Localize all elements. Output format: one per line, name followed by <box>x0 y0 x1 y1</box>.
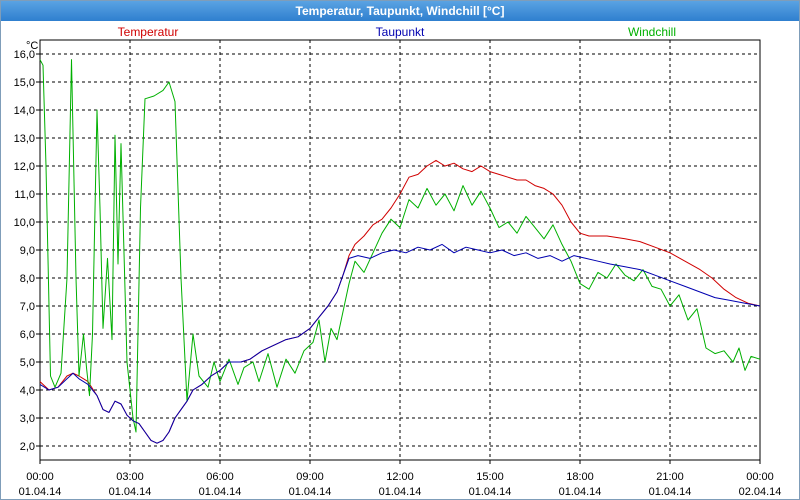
axis-ticks: 2,0 3,0 4,0 5,0 6,0 7,0 8,0 9,0 10,0 11,0 12,0 13,0… <box>14 49 782 498</box>
y-tick-label: 14,0 <box>14 105 35 117</box>
x-tick-date: 01.04.14 <box>649 486 692 498</box>
series-line-taupunkt <box>39 243 761 444</box>
y-tick-label: 11,0 <box>14 189 35 201</box>
y-tick-label: 5,0 <box>20 357 35 369</box>
x-tick-date: 01.04.14 <box>109 486 152 498</box>
x-tick-time: 03:00 <box>116 471 144 483</box>
y-tick-label: 6,0 <box>20 329 35 341</box>
x-tick-time: 12:00 <box>386 471 414 483</box>
x-tick-time: 09:00 <box>296 471 324 483</box>
y-tick-label: 13,0 <box>14 133 35 145</box>
x-tick-date: 01.04.14 <box>379 486 422 498</box>
y-axis-unit: °C <box>26 40 38 52</box>
grid <box>40 40 760 460</box>
legend-entry-temperatur: Temperatur <box>118 25 179 39</box>
legend-entry-windchill: Windchill <box>628 25 676 39</box>
y-tick-label: 16,0 <box>14 49 35 61</box>
y-tick-label: 3,0 <box>20 413 35 425</box>
legend-entry-taupunkt: Taupunkt <box>376 25 425 39</box>
x-tick-time: 15:00 <box>476 471 504 483</box>
x-tick-date: 01.04.14 <box>469 486 512 498</box>
y-tick-label: 9,0 <box>20 245 35 257</box>
y-tick-label: 15,0 <box>14 77 35 89</box>
x-tick-date: 01.04.14 <box>559 486 602 498</box>
x-tick-time: 21:00 <box>656 471 684 483</box>
series-lines <box>39 59 761 444</box>
y-tick-label: 2,0 <box>20 441 35 453</box>
y-tick-label: 4,0 <box>20 385 35 397</box>
x-tick-date: 01.04.14 <box>199 486 242 498</box>
x-tick-time: 00:00 <box>746 471 774 483</box>
y-tick-label: 12,0 <box>14 161 35 173</box>
x-tick-time: 06:00 <box>206 471 234 483</box>
x-tick-date: 01.04.14 <box>19 486 62 498</box>
y-tick-label: 8,0 <box>20 273 35 285</box>
legend: Temperatur Taupunkt Windchill <box>118 25 676 39</box>
y-tick-label: 7,0 <box>20 301 35 313</box>
x-tick-date: 01.04.14 <box>289 486 332 498</box>
window-title: Temperatur, Taupunkt, Windchill [°C] <box>1 1 799 21</box>
x-tick-date: 02.04.14 <box>739 486 782 498</box>
x-tick-time: 18:00 <box>566 471 594 483</box>
x-tick-time: 00:00 <box>26 471 54 483</box>
y-tick-label: 10,0 <box>14 217 35 229</box>
